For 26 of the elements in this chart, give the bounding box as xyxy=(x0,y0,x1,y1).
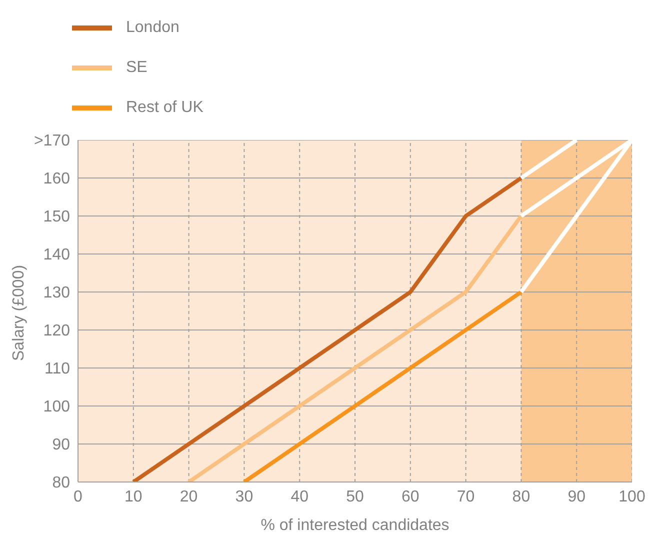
x-tick-label: 0 xyxy=(74,488,83,506)
y-axis-title: Salary (£000) xyxy=(10,264,28,361)
x-tick-label: 10 xyxy=(124,488,142,506)
y-tick-label: 110 xyxy=(44,360,70,378)
legend-label: London xyxy=(126,19,180,36)
y-tick-label: 80 xyxy=(52,474,70,492)
x-tick-label: 50 xyxy=(346,488,364,506)
y-tick-label: 140 xyxy=(43,246,70,264)
y-tick-label: 100 xyxy=(43,398,70,416)
x-tick-label: 70 xyxy=(456,488,475,506)
x-tick-label: 60 xyxy=(402,488,420,506)
legend-label: Rest of UK xyxy=(126,99,204,116)
x-tick-label: 20 xyxy=(180,488,198,506)
legend-label: SE xyxy=(126,59,148,76)
y-tick-label: 90 xyxy=(52,436,70,454)
x-tick-label: 40 xyxy=(290,488,309,506)
x-axis-title: % of interested candidates xyxy=(260,517,450,534)
x-tick-label: 80 xyxy=(512,488,530,506)
y-tick-label: >170 xyxy=(34,132,70,150)
y-tick-label: 150 xyxy=(43,208,70,226)
y-tick-label: 120 xyxy=(43,322,70,340)
x-tick-label: 100 xyxy=(618,488,646,506)
y-tick-label: 130 xyxy=(43,284,70,302)
x-tick-label: 90 xyxy=(568,488,586,506)
x-tick-label: 30 xyxy=(235,488,254,506)
y-tick-label: 160 xyxy=(43,170,70,188)
